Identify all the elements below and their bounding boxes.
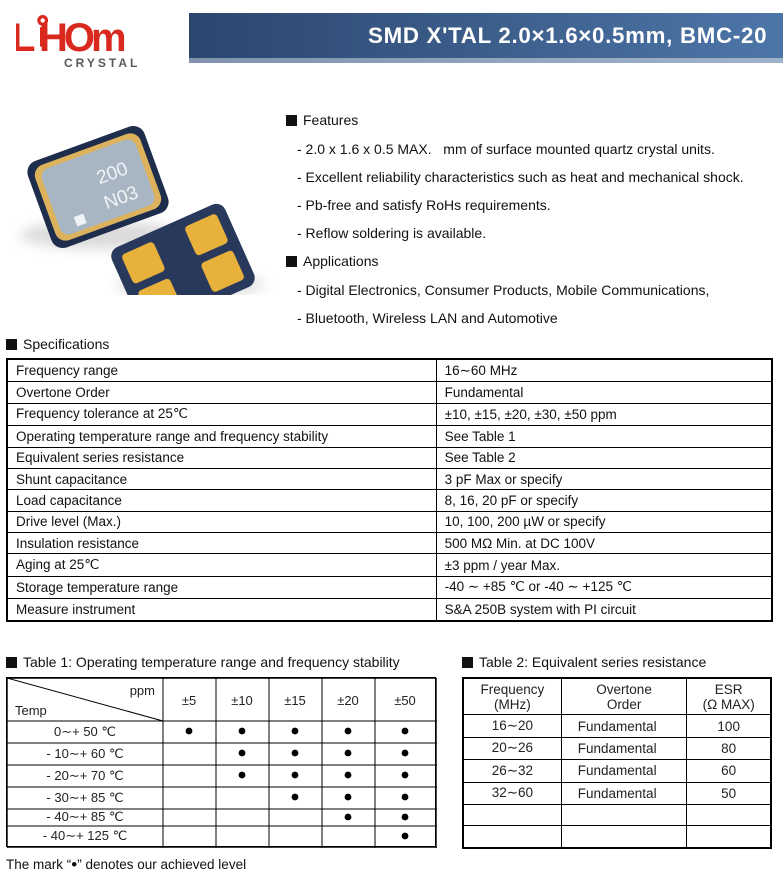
svg-text:Temp: Temp — [15, 703, 47, 718]
svg-text:0∼+ 50 ℃: 0∼+ 50 ℃ — [54, 724, 116, 739]
svg-text:- 40∼+ 125 ℃: - 40∼+ 125 ℃ — [43, 828, 127, 843]
svg-text:HOm: HOm — [39, 16, 125, 60]
svg-text:±20: ±20 — [337, 693, 359, 708]
svg-text:±15: ±15 — [284, 693, 306, 708]
svg-text:L: L — [16, 16, 35, 60]
svg-text:±5: ±5 — [182, 693, 196, 708]
svg-text:- 40∼+ 85 ℃: - 40∼+ 85 ℃ — [46, 809, 123, 824]
svg-text:- 30∼+ 85 ℃: - 30∼+ 85 ℃ — [46, 790, 123, 805]
svg-text:CRYSTAL: CRYSTAL — [64, 56, 140, 70]
svg-text:±50: ±50 — [394, 693, 416, 708]
svg-text:±10: ±10 — [231, 693, 253, 708]
svg-text:- 10∼+ 60 ℃: - 10∼+ 60 ℃ — [46, 746, 123, 761]
svg-text:- 20∼+ 70 ℃: - 20∼+ 70 ℃ — [46, 768, 123, 783]
svg-text:ppm: ppm — [130, 683, 155, 698]
